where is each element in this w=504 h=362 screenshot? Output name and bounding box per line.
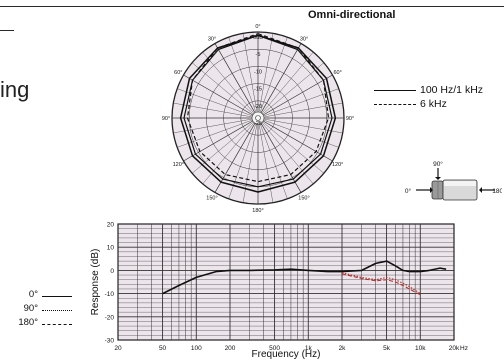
frequency-response-chart: 20 50 100 200 500 1k 2k 5k 10k 20k Hz 20100-10-20-… bbox=[90, 222, 468, 361]
y-tick-label: 20 bbox=[107, 222, 115, 229]
x-tick-label: 20 bbox=[114, 345, 122, 352]
polar-angle-label: 60° bbox=[334, 70, 342, 76]
x-axis-label: Frequency (Hz) bbox=[252, 349, 321, 360]
y-tick-label: 0 bbox=[110, 268, 114, 275]
polar-radial-label: -10 bbox=[254, 69, 262, 75]
arrow-rear-icon bbox=[479, 187, 495, 193]
polar-radial-label: -15 bbox=[254, 87, 262, 93]
x-tick-label: 10k bbox=[415, 345, 426, 352]
x-tick-label: 1k bbox=[305, 345, 313, 352]
polar-radial-label: -25 bbox=[254, 121, 262, 127]
polar-series-0 bbox=[179, 34, 337, 193]
polar-angle-label: 0° bbox=[255, 24, 260, 30]
left-divider bbox=[0, 30, 14, 31]
x-unit-label: Hz bbox=[460, 345, 468, 352]
polar-radial-label: 0dB bbox=[253, 35, 263, 41]
polar-series-2 bbox=[186, 33, 330, 183]
y-axis-label: Response (dB) bbox=[90, 249, 101, 316]
legend-dashed-line bbox=[374, 104, 416, 105]
polar-angle-label: 120° bbox=[173, 162, 184, 168]
polar-angle-label: 90° bbox=[346, 116, 354, 122]
response-series-0 bbox=[162, 260, 447, 295]
x-tick-label: 200 bbox=[225, 345, 236, 352]
x-tick-labels: 20 50 100 200 500 1k 2k 5k 10k 20k Hz bbox=[114, 345, 468, 352]
response-series-1 bbox=[341, 272, 421, 295]
polar-radial-labels: 0dB -5 -10 -15 -20 -25 bbox=[253, 35, 263, 127]
key-label-90: 90° bbox=[23, 303, 38, 314]
y-tick-label: 10 bbox=[107, 245, 115, 252]
y-tick-label: -30 bbox=[105, 338, 115, 345]
legend-label-dashed: 6 kHz bbox=[420, 98, 447, 110]
microphone-icon bbox=[431, 179, 478, 201]
angle-label-front: 0° bbox=[405, 187, 412, 195]
left-heading-fragment: ing bbox=[0, 77, 30, 102]
polar-grid bbox=[171, 31, 345, 205]
polar-angle-label: 30° bbox=[208, 36, 216, 42]
legend-solid-line bbox=[374, 90, 416, 91]
microphone-orientation-diagram: 90° 0° 180° bbox=[405, 160, 502, 201]
plot-grid bbox=[118, 224, 454, 340]
polar-angle-label: 60° bbox=[174, 70, 182, 76]
x-tick-label: 20k bbox=[449, 345, 460, 352]
x-tick-label: 50 bbox=[159, 345, 167, 352]
x-tick-label: 2k bbox=[339, 345, 347, 352]
response-curves bbox=[162, 260, 447, 296]
plot-area bbox=[117, 223, 455, 341]
key-line-dashed bbox=[42, 324, 72, 325]
arrow-top-icon bbox=[435, 168, 441, 180]
key-label-0: 0° bbox=[28, 289, 38, 300]
arrow-front-icon bbox=[416, 187, 433, 193]
key-line-solid bbox=[42, 296, 72, 297]
legend-label-solid: 100 Hz/1 kHz bbox=[420, 84, 484, 96]
x-tick-label: 5k bbox=[383, 345, 391, 352]
x-tick-label: 100 bbox=[191, 345, 202, 352]
response-series-2 bbox=[341, 273, 421, 296]
angle-label-rear: 180° bbox=[492, 187, 502, 195]
angle-label-top: 90° bbox=[433, 160, 443, 168]
polar-angle-label: 120° bbox=[332, 162, 343, 168]
polar-curves bbox=[179, 33, 337, 193]
top-divider bbox=[0, 6, 504, 7]
polar-radial-label: -20 bbox=[254, 104, 262, 110]
polar-angle-label: 30° bbox=[300, 36, 308, 42]
polar-radial-label: -5 bbox=[256, 52, 261, 58]
y-tick-labels: 20 10 0 -10 -20 -30 bbox=[105, 222, 115, 345]
polar-angle-labels: 0° 30° 60° 90° 120° 150° 180° 150° 120° 90° 60° 30° bbox=[162, 24, 354, 214]
polar-angle-label: 150° bbox=[206, 196, 217, 202]
polar-plot: 0° 30° 60° 90° 120° 150° 180° 150° 120° 90° 60° 30°… bbox=[162, 24, 354, 214]
key-line-dotted bbox=[42, 310, 72, 311]
y-tick-label: -20 bbox=[105, 314, 115, 321]
polar-title: Omni-directional bbox=[308, 9, 396, 21]
x-tick-label: 500 bbox=[269, 345, 280, 352]
polar-angle-label: 180° bbox=[252, 208, 263, 214]
polar-angle-label: 150° bbox=[298, 196, 309, 202]
key-label-180: 180° bbox=[18, 317, 38, 328]
y-tick-label: -10 bbox=[105, 291, 115, 298]
polar-angle-label: 90° bbox=[162, 116, 170, 122]
